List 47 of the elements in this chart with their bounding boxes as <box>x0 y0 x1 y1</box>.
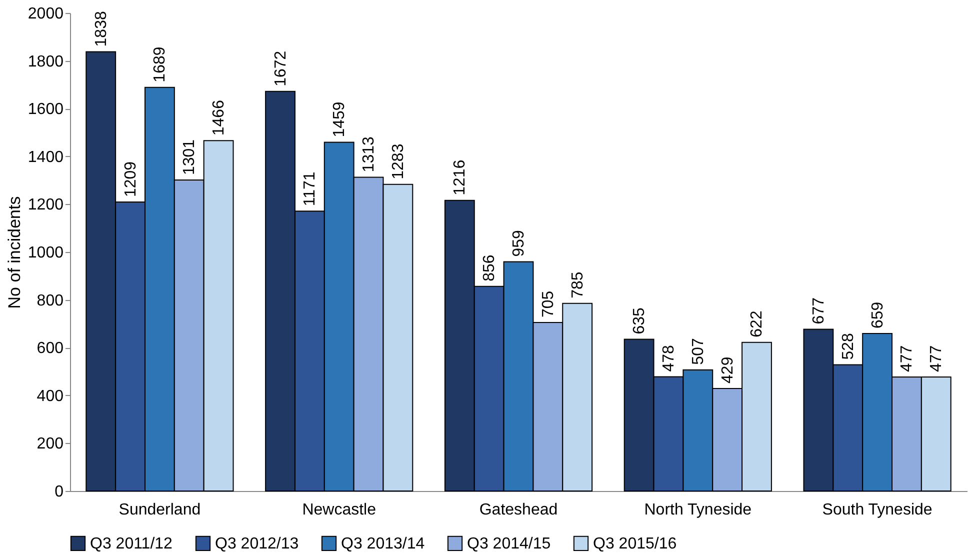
y-tick-label: 800 <box>36 292 64 310</box>
data-label: 1216 <box>452 160 469 196</box>
data-label: 1209 <box>122 161 140 198</box>
data-label: 528 <box>840 333 857 360</box>
y-tick-label: 2000 <box>28 6 64 22</box>
y-tick-label: 600 <box>36 340 64 358</box>
data-label: 478 <box>660 344 678 372</box>
data-label: 507 <box>690 338 707 365</box>
x-tick-label: South Tyneside <box>822 502 932 518</box>
legend-label: Q3 2015/16 <box>593 535 677 552</box>
data-label: 959 <box>510 230 528 257</box>
x-tick-label: Newcastle <box>302 502 376 518</box>
x-tick-label: Gateshead <box>479 502 558 518</box>
data-label: 705 <box>540 290 557 318</box>
y-tick-label: 1000 <box>28 244 64 262</box>
legend-label: Q3 2014/15 <box>467 535 551 552</box>
legend-label: Q3 2011/12 <box>90 535 173 552</box>
x-tick-label: Sunderland <box>118 502 201 518</box>
y-tick-label: 200 <box>36 436 64 453</box>
data-label: 1283 <box>390 144 407 180</box>
y-tick-label: 400 <box>36 388 64 405</box>
legend-label: Q3 2013/14 <box>341 535 425 552</box>
data-label: 477 <box>928 345 946 372</box>
data-label: 659 <box>869 302 886 328</box>
data-label: 677 <box>810 297 828 324</box>
data-label: 622 <box>748 310 766 338</box>
data-label: 1301 <box>181 139 198 176</box>
data-label: 1838 <box>92 11 110 47</box>
data-label: 1672 <box>272 50 290 86</box>
data-label: 1459 <box>331 102 348 138</box>
data-label: 1171 <box>302 172 319 206</box>
data-label: 1689 <box>152 46 169 82</box>
y-tick-label: 1400 <box>28 148 64 166</box>
data-label: 1466 <box>210 100 228 136</box>
x-tick-label: North Tyneside <box>644 502 752 518</box>
y-tick-label: 1600 <box>28 101 64 118</box>
legend-label: Q3 2012/13 <box>215 535 299 552</box>
y-tick-label: 1800 <box>28 53 64 70</box>
data-label: 1313 <box>360 136 378 172</box>
y-tick-label: 1200 <box>28 196 64 214</box>
data-label: 635 <box>631 307 648 334</box>
data-label: 785 <box>569 272 586 298</box>
y-axis-title: No of incidents <box>4 196 24 309</box>
data-label: 856 <box>481 254 498 282</box>
y-tick-label: 0 <box>54 484 64 500</box>
data-label: 429 <box>719 356 736 384</box>
data-label: 477 <box>898 345 916 372</box>
